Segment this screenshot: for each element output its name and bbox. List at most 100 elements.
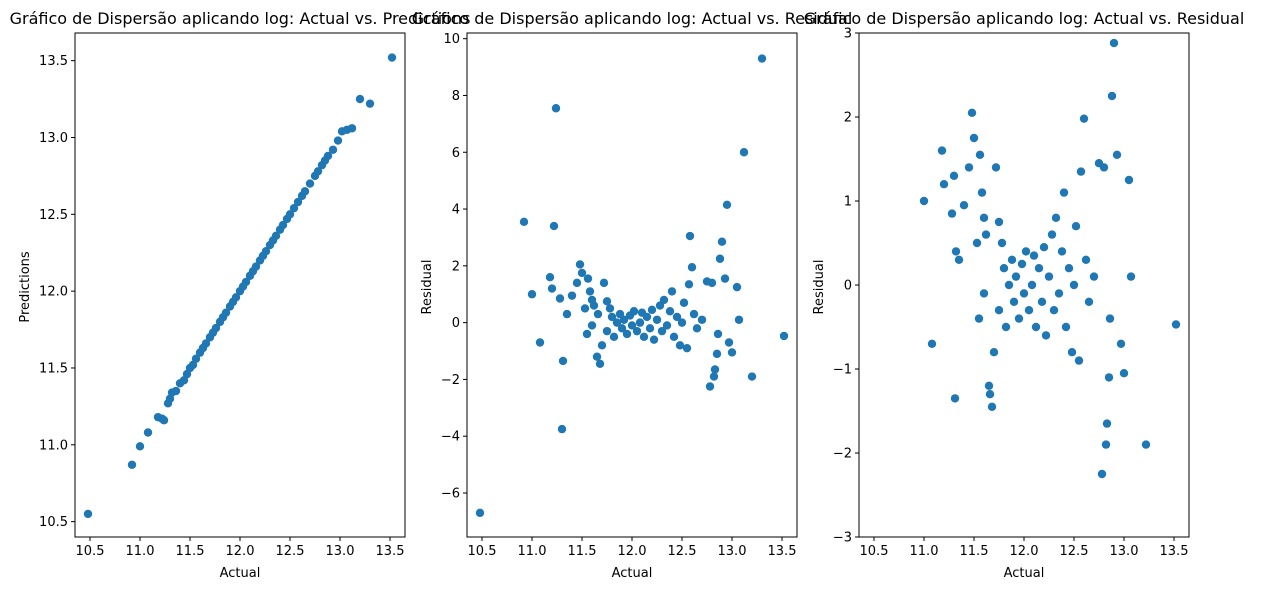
data-point: [1107, 91, 1117, 101]
data-point: [964, 163, 974, 172]
data-point: [947, 209, 957, 218]
data-point: [987, 402, 997, 411]
data-point: [974, 314, 984, 323]
data-point: [580, 304, 590, 313]
y-tick-label: −4: [441, 430, 460, 445]
data-point: [201, 339, 211, 348]
y-tick-label: −6: [441, 486, 460, 501]
data-point: [1076, 167, 1086, 176]
data-point: [1054, 289, 1064, 298]
data-point: [527, 290, 537, 299]
data-point: [642, 312, 652, 322]
data-point: [191, 354, 201, 363]
data-point: [1141, 440, 1151, 449]
data-point: [231, 293, 241, 302]
data-point: [1039, 243, 1049, 252]
data-point: [602, 297, 612, 306]
data-point: [629, 307, 639, 316]
data-point: [1071, 222, 1081, 231]
x-tick-label: 10.5: [76, 544, 105, 559]
x-tick-label: 12.5: [276, 544, 305, 559]
data-point: [475, 508, 485, 518]
x-tick-label: 12.5: [668, 544, 697, 559]
x-tick-label: 12.0: [1010, 544, 1039, 559]
x-axis-label: Actual: [1004, 566, 1045, 581]
data-point: [597, 341, 607, 350]
data-point: [975, 150, 985, 159]
data-point: [211, 323, 221, 333]
data-point: [171, 386, 181, 396]
data-point: [251, 262, 261, 271]
y-axis-label: Predictions: [18, 251, 33, 323]
data-point: [300, 187, 310, 196]
data-point: [951, 247, 961, 256]
data-point: [333, 136, 343, 145]
data-point: [135, 442, 145, 451]
data-point: [732, 282, 742, 292]
data-point: [221, 308, 231, 317]
data-point: [355, 94, 365, 104]
data-point: [582, 329, 592, 339]
data-point: [1014, 314, 1024, 323]
x-tick-label: 13.0: [1110, 544, 1139, 559]
data-point: [647, 305, 657, 315]
data-point: [685, 231, 695, 241]
data-point: [1017, 259, 1027, 269]
data-point: [627, 321, 637, 330]
data-point: [313, 167, 323, 176]
data-point: [969, 133, 979, 143]
y-tick-label: −3: [833, 531, 852, 546]
data-point: [241, 277, 251, 287]
data-point: [747, 372, 757, 381]
data-point: [667, 287, 677, 296]
y-tick-label: 0: [844, 279, 852, 294]
data-point: [1034, 264, 1044, 273]
data-point: [1047, 230, 1057, 239]
data-point: [1119, 369, 1129, 378]
data-point: [645, 324, 655, 333]
data-point: [1099, 163, 1109, 172]
data-point: [572, 278, 582, 288]
data-point: [285, 210, 295, 219]
data-point: [127, 460, 137, 469]
data-point: [687, 263, 697, 272]
data-point: [365, 99, 375, 108]
data-point: [672, 312, 682, 322]
data-point: [679, 298, 689, 307]
data-point: [1011, 272, 1021, 281]
data-point: [575, 260, 585, 269]
data-point: [1021, 247, 1031, 256]
data-point: [1024, 306, 1034, 315]
data-point: [979, 213, 989, 222]
data-point: [558, 356, 568, 366]
data-point: [271, 231, 281, 241]
y-tick-label: 4: [452, 203, 460, 218]
data-point: [1044, 272, 1054, 281]
data-point: [585, 287, 595, 296]
data-point: [677, 318, 687, 327]
data-point: [675, 341, 685, 350]
data-point: [305, 179, 315, 188]
data-point: [967, 108, 977, 118]
data-point: [1007, 255, 1017, 264]
data-point: [1004, 280, 1014, 290]
y-tick-label: 6: [452, 146, 460, 161]
data-point: [617, 324, 627, 333]
data-point: [1049, 306, 1059, 315]
data-point: [635, 318, 645, 327]
data-point: [592, 352, 602, 361]
data-point: [261, 247, 271, 256]
y-tick-label: 0: [452, 316, 460, 331]
data-point: [612, 318, 622, 327]
data-point: [779, 331, 789, 341]
data-point: [1064, 264, 1074, 273]
data-point: [927, 339, 937, 348]
data-point: [1124, 175, 1134, 185]
data-point: [665, 307, 675, 316]
data-point: [659, 295, 669, 305]
y-tick-label: 11.5: [39, 361, 68, 376]
data-point: [757, 54, 767, 63]
x-tick-label: 11.5: [568, 544, 597, 559]
data-point: [1001, 322, 1011, 332]
